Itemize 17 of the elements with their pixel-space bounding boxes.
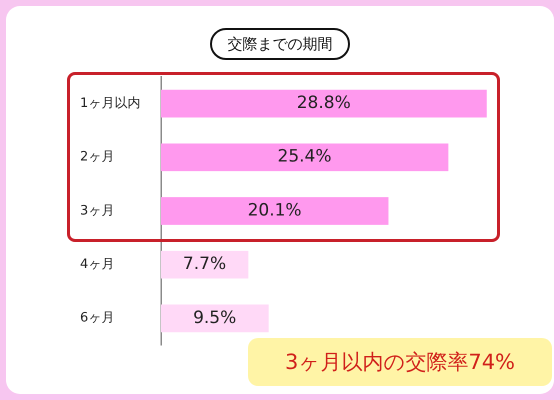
bar [161,304,269,332]
y-tick-label: 4ヶ月 [80,257,114,272]
bar [161,197,388,225]
bar [161,143,448,172]
y-tick-label: 3ヶ月 [80,203,114,218]
data-label: 25.4% [278,146,332,167]
y-tick-label: 2ヶ月 [80,150,114,165]
chart-title: 交際までの期間 [210,28,350,60]
data-label: 20.1% [248,200,302,220]
data-label: 9.5% [193,308,236,328]
bar [161,90,487,118]
data-label: 7.7% [182,254,226,274]
text: 3ヶ月以内の交際率74% [284,349,516,376]
data-label: 28.8% [296,93,351,114]
bar [161,250,248,279]
y-tick-label: 1ヶ月以内 [80,96,140,112]
y-tick-label: 6ヶ月 [80,310,114,326]
